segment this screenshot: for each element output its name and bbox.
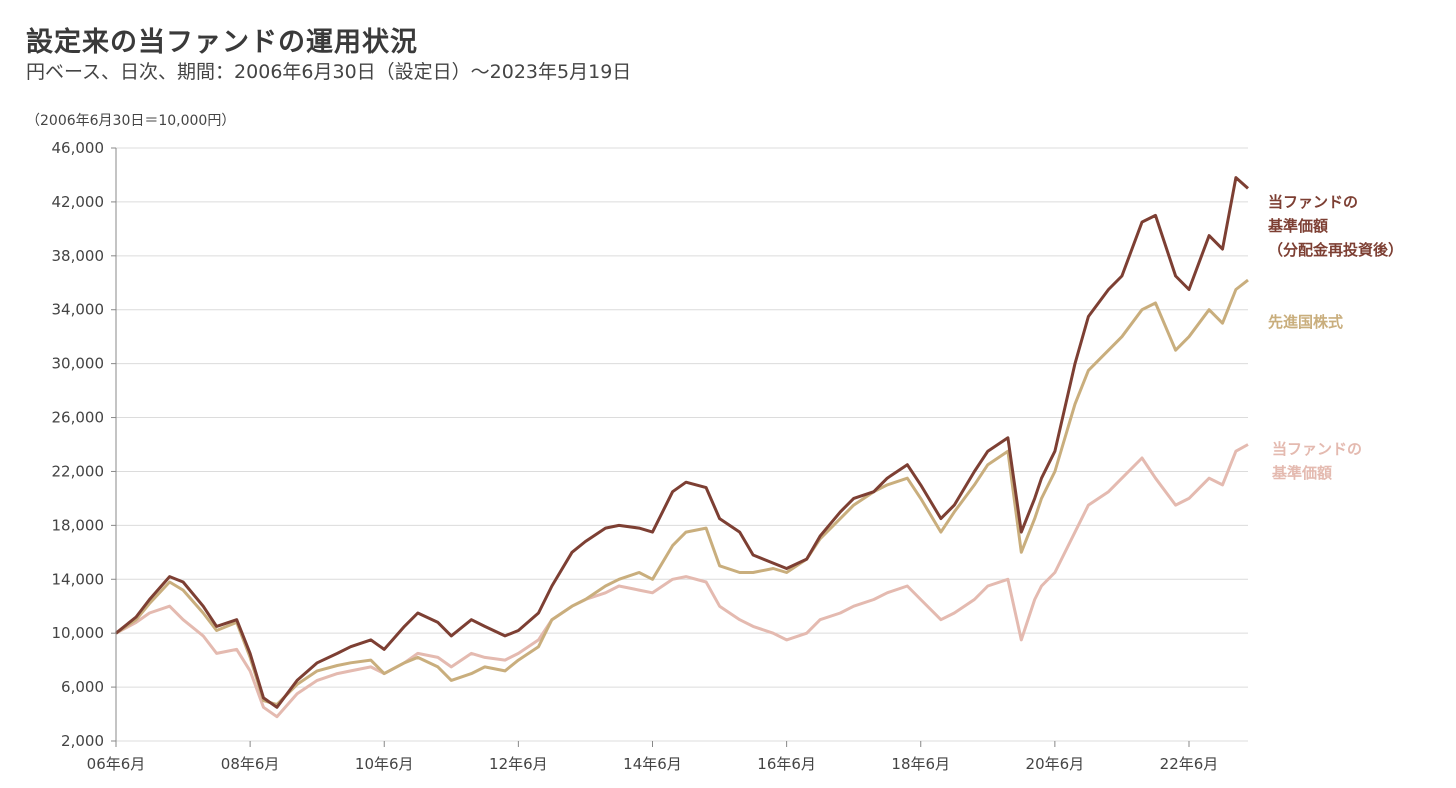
y-tick-label: 22,000 bbox=[52, 462, 105, 480]
series-line-0 bbox=[115, 176, 1249, 709]
x-tick-label: 14年6月 bbox=[623, 755, 682, 773]
x-tick-label: 20年6月 bbox=[1026, 755, 1085, 773]
series-line-2 bbox=[115, 443, 1249, 719]
y-tick-label: 34,000 bbox=[52, 301, 105, 319]
x-tick-label: 18年6月 bbox=[891, 755, 950, 773]
chart-title: 設定来の当ファンドの運用状況 bbox=[26, 27, 418, 58]
y-tick-label: 6,000 bbox=[61, 678, 104, 696]
y-tick-label: 2,000 bbox=[61, 732, 104, 750]
x-tick-label: 16年6月 bbox=[757, 755, 816, 773]
y-axis-unit-note: （2006年6月30日＝10,000円） bbox=[26, 113, 236, 129]
x-tick-label: 22年6月 bbox=[1160, 755, 1219, 773]
x-tick-label: 10年6月 bbox=[355, 755, 414, 773]
y-tick-label: 42,000 bbox=[52, 193, 105, 211]
chart-subtitle: 円ベース、日次、期間：2006年6月30日（設定日）～2023年5月19日 bbox=[26, 61, 632, 83]
x-tick-label: 12年6月 bbox=[489, 755, 548, 773]
series-lines bbox=[115, 176, 1249, 719]
y-tick-label: 38,000 bbox=[52, 247, 105, 265]
x-tick-label: 06年6月 bbox=[87, 755, 146, 773]
y-tick-label: 18,000 bbox=[52, 516, 105, 534]
legend-developed-equity: 先進国株式 bbox=[1268, 313, 1344, 331]
y-tick-label: 10,000 bbox=[52, 624, 105, 642]
series-line-1 bbox=[115, 278, 1249, 707]
y-tick-label: 46,000 bbox=[52, 139, 105, 157]
legend-fund-nav: 当ファンドの 基準価額 bbox=[1272, 440, 1363, 482]
y-tick-label: 30,000 bbox=[52, 355, 105, 373]
y-tick-label: 26,000 bbox=[52, 409, 105, 427]
gridlines bbox=[116, 147, 1248, 742]
x-axis-ticks: 06年6月 08年6月 10年6月 12年6月 14年6月 16年6月 18年6月 20年6月… bbox=[87, 741, 1219, 773]
x-tick-label: 08年6月 bbox=[221, 755, 280, 773]
y-tick-label: 14,000 bbox=[52, 570, 105, 588]
y-axis-ticks: 2,000 6,000 10,000 14,000 18,000 22,000 26,000… bbox=[52, 139, 116, 750]
legend-fund-reinvested: 当ファンドの 基準価額 （分配金再投資後） bbox=[1268, 193, 1404, 259]
